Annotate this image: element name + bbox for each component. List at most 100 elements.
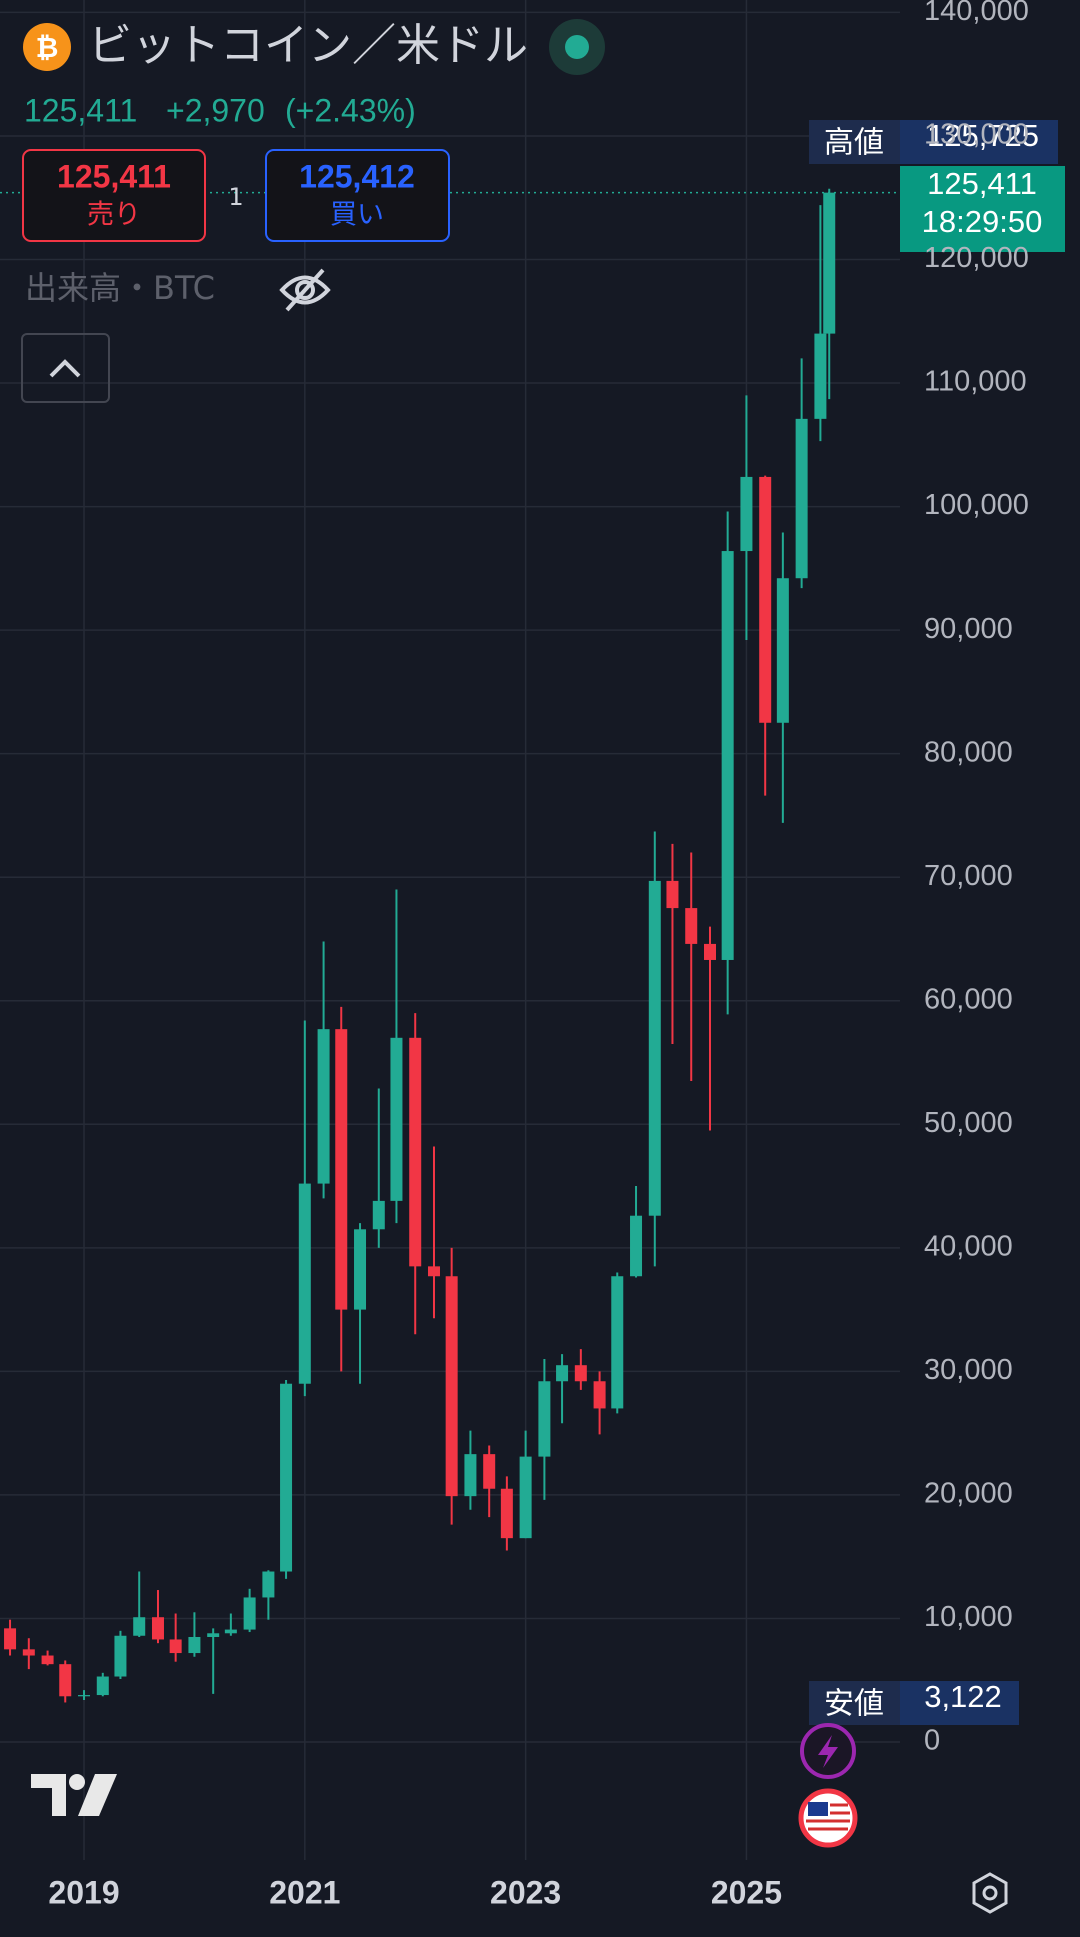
x-tick-label: 2019: [48, 1874, 119, 1910]
candle-body: [759, 476, 772, 723]
y-tick-label: 130,000: [924, 119, 1029, 151]
us-flag-icon[interactable]: [798, 1788, 858, 1848]
spread: 1: [228, 183, 243, 211]
x-tick-label: 2025: [711, 1874, 782, 1910]
y-tick-label: 120,000: [924, 242, 1029, 274]
candle-body: [243, 1597, 256, 1630]
candle-body: [814, 333, 827, 419]
candle-body: [795, 418, 808, 579]
settings-icon[interactable]: [972, 1872, 1008, 1914]
y-tick-label: 40,000: [924, 1230, 1013, 1262]
buy-price: 125,412: [299, 158, 415, 194]
lightning: [818, 1735, 838, 1768]
y-tick-label: 140,000: [924, 0, 1029, 27]
candle-body: [427, 1266, 440, 1277]
sell-label: 売り: [87, 200, 141, 231]
candle-body: [409, 1037, 422, 1267]
candle-body: [224, 1629, 237, 1634]
high-label: 高値: [824, 126, 884, 161]
candle-body: [574, 1365, 587, 1382]
candle-body: [114, 1635, 127, 1677]
candle-body: [630, 1215, 643, 1277]
candle-body: [4, 1628, 17, 1650]
change-pct: (+2.43%): [285, 92, 416, 128]
collapse-button[interactable]: [21, 333, 110, 403]
candle-body: [776, 578, 789, 723]
candle-body: [611, 1276, 624, 1409]
candle-body: [593, 1381, 606, 1409]
candle-body: [335, 1029, 348, 1310]
candle-body: [372, 1200, 385, 1230]
candle-body: [666, 880, 679, 909]
low-value-box: [900, 1681, 1019, 1725]
candle-body: [298, 1183, 311, 1384]
candle-body: [445, 1276, 458, 1497]
low-label: 安値: [824, 1687, 884, 1722]
y-tick-label: 0: [924, 1725, 940, 1757]
price-tag-time: 18:29:50: [922, 204, 1043, 239]
high-value: 125,725: [927, 118, 1039, 153]
candle-body: [538, 1381, 551, 1457]
y-tick-label: 20,000: [924, 1478, 1013, 1510]
candle-body: [483, 1454, 496, 1489]
candle-body: [280, 1383, 293, 1572]
low-value: 3,122: [924, 1679, 1002, 1714]
candle-body: [262, 1571, 275, 1598]
y-tick-label: 60,000: [924, 983, 1013, 1015]
candle-body: [823, 192, 836, 334]
candle-body: [96, 1676, 109, 1696]
volume-label: 出来高・BTC: [25, 269, 215, 307]
candle-body: [648, 880, 661, 1216]
high-label-box: [809, 120, 900, 164]
candle-body: [207, 1633, 220, 1637]
sell-price: 125,411: [57, 158, 171, 194]
candle-body: [188, 1636, 201, 1654]
candle-body: [390, 1037, 403, 1201]
candle-body: [500, 1488, 513, 1539]
tv-logo: [31, 1774, 117, 1816]
x-tick-label: 2021: [269, 1874, 340, 1910]
candle-body: [169, 1639, 182, 1654]
y-tick-label: 80,000: [924, 736, 1013, 768]
btc-symbol: ₿: [36, 31, 59, 64]
candle-body: [703, 943, 716, 960]
candle-body: [556, 1365, 569, 1382]
candle-body: [22, 1649, 35, 1656]
title: ビットコイン／米ドル: [88, 20, 528, 71]
candles: [0, 188, 900, 1703]
x-tick-label: 2023: [490, 1874, 561, 1910]
buy-button[interactable]: [265, 149, 450, 242]
candle-body: [151, 1617, 164, 1640]
y-tick-label: 70,000: [924, 860, 1013, 892]
y-tick-label: 90,000: [924, 613, 1013, 645]
price: 125,411: [24, 92, 137, 128]
hide-icon[interactable]: [279, 268, 331, 312]
price-tag: [900, 166, 1065, 252]
settings-center: [982, 1885, 998, 1901]
candle-body: [740, 476, 753, 552]
candle-body: [721, 551, 734, 960]
price-tag-price: 125,411: [927, 166, 1037, 201]
candle-body: [78, 1695, 91, 1697]
candle-body: [133, 1617, 146, 1636]
btc-icon: [23, 23, 71, 71]
sell-button[interactable]: [22, 149, 206, 242]
candle-body: [519, 1456, 532, 1539]
y-tick-label: 100,000: [924, 489, 1029, 521]
y-tick-label: 50,000: [924, 1107, 1013, 1139]
y-tick-label: 10,000: [924, 1601, 1013, 1633]
flag-canton: [808, 1802, 828, 1816]
y-tick-label: 110,000: [924, 366, 1027, 398]
candle-body: [464, 1454, 477, 1497]
flag-stripes: [806, 1803, 850, 1831]
y-tick-label: 30,000: [924, 1354, 1013, 1386]
low-label-box: [809, 1681, 900, 1725]
candle-body: [685, 908, 698, 944]
high-value-box: [900, 120, 1058, 164]
buy-label: 買い: [330, 200, 384, 231]
candle-body: [41, 1655, 54, 1665]
candle-body: [317, 1029, 330, 1184]
market-status-dot: [565, 35, 589, 59]
